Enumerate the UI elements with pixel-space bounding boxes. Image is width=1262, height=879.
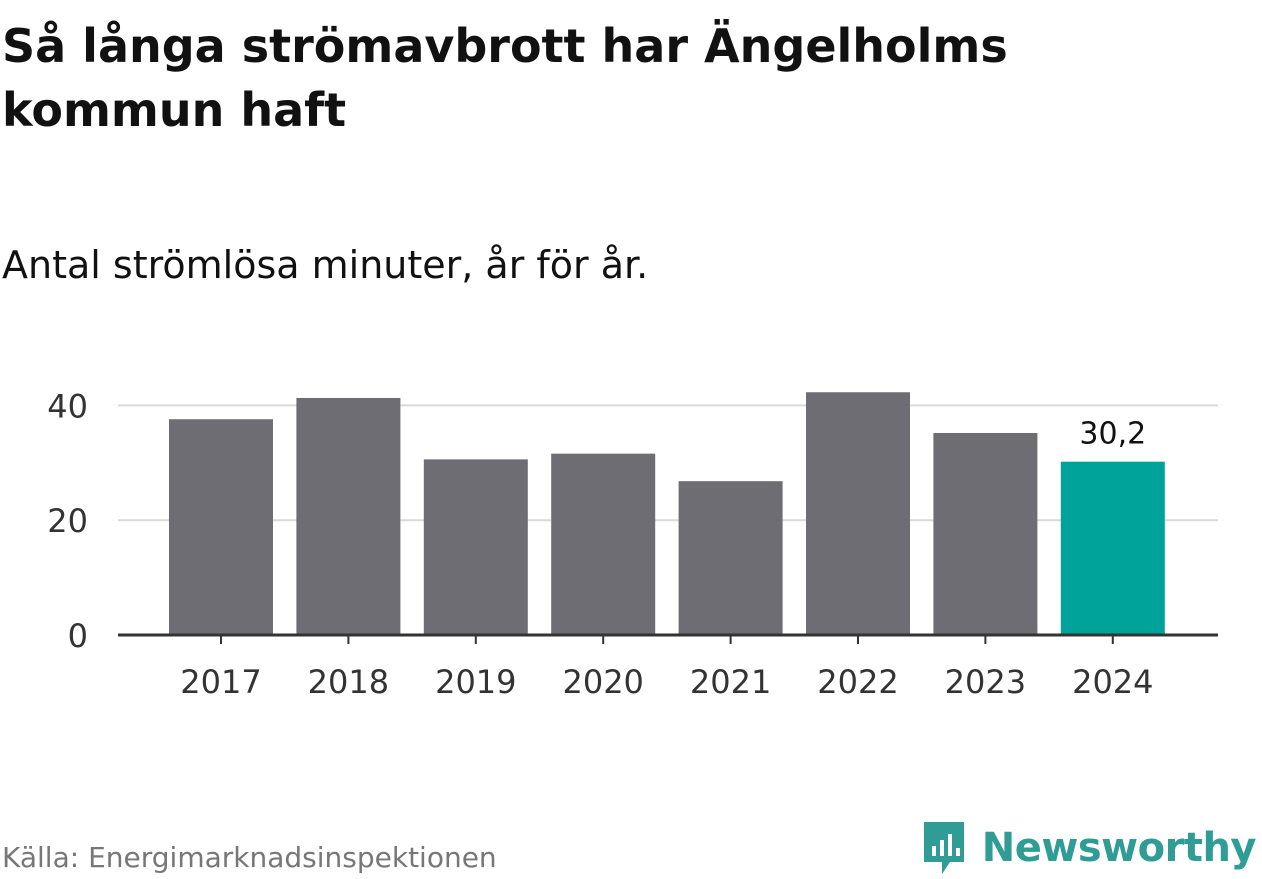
bar-2023 xyxy=(933,432,1038,635)
x-tick-label: 2021 xyxy=(690,663,771,701)
x-axis-ticks: 2017 2018 2019 2020 2021 2022 2023 2024 xyxy=(180,635,1154,701)
bar-2019 xyxy=(423,459,528,635)
x-tick-label: 2023 xyxy=(945,663,1026,701)
brand-logo: Newsworthy xyxy=(920,818,1257,878)
x-tick-label: 2024 xyxy=(1072,663,1153,701)
bar-2018 xyxy=(296,397,401,635)
x-tick-label: 2019 xyxy=(435,663,516,701)
brand-name: Newsworthy xyxy=(981,825,1257,871)
x-tick-label: 2022 xyxy=(817,663,898,701)
y-tick-label: 40 xyxy=(47,387,88,425)
x-tick-label: 2017 xyxy=(180,663,261,701)
y-tick-label: 20 xyxy=(47,502,88,540)
y-tick-label: 0 xyxy=(68,617,88,655)
bar-2022 xyxy=(806,392,910,635)
gridlines xyxy=(118,404,1218,522)
bar-2017 xyxy=(169,419,273,635)
chart-title: Så långa strömavbrott har Ängelholms kom… xyxy=(2,19,1008,137)
bar-2021 xyxy=(678,481,783,635)
data-labels: 30,2 xyxy=(1079,417,1146,452)
bars xyxy=(169,392,1165,635)
data-label: 30,2 xyxy=(1079,417,1146,452)
source-note: Källa: Energimarknadsinspektionen xyxy=(2,841,497,874)
bar-chart: 0 20 40 2017 2018 2019 2020 2021 2022 2023 2024 3… xyxy=(47,387,1218,701)
bar-2020 xyxy=(551,453,656,635)
chart-subtitle: Antal strömlösa minuter, år för år. xyxy=(2,243,649,287)
x-tick-label: 2018 xyxy=(308,663,389,701)
newsworthy-logo-icon xyxy=(923,822,964,874)
x-tick-label: 2020 xyxy=(562,663,643,701)
bar-2024 xyxy=(1060,461,1165,635)
y-axis-ticks: 0 20 40 xyxy=(47,387,88,655)
